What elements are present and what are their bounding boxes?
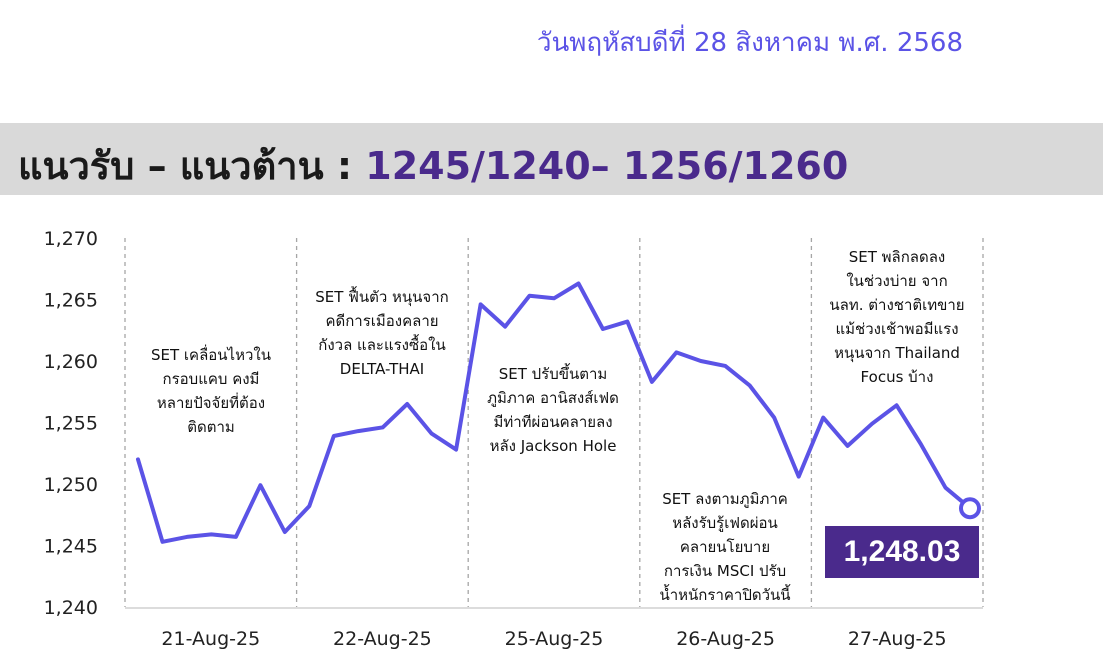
y-tick-label: 1,240: [44, 597, 98, 619]
annotation-27-aug: SET พลิกลดลง ในช่วงบ่าย จาก นลท. ต่างชาต…: [829, 248, 965, 386]
last-close-value-badge: 1,248.03: [825, 526, 979, 578]
x-tick-label: 21-Aug-25: [161, 628, 260, 650]
report-date: วันพฤหัสบดีที่ 28 สิงหาคม พ.ศ. 2568: [536, 28, 963, 58]
x-tick-label: 27-Aug-25: [848, 628, 947, 650]
annotation-22-aug: SET ฟื้นตัว หนุนจาก คดีการเมืองคลาย กังว…: [315, 288, 449, 378]
y-tick-label: 1,245: [44, 536, 98, 558]
set-index-line: [136, 281, 972, 544]
title-levels: 1245/1240– 1256/1260: [365, 144, 849, 188]
y-tick-label: 1,250: [44, 474, 98, 496]
annotation-26-aug: SET ลงตามภูมิภาค หลังรับรู้เฟดผ่อน คลายน…: [659, 490, 791, 604]
last-point-marker: [959, 497, 981, 520]
x-tick-label: 22-Aug-25: [333, 628, 432, 650]
support-resistance-banner: แนวรับ – แนวต้าน : 1245/1240– 1256/1260: [0, 123, 1103, 195]
support-resistance-title: แนวรับ – แนวต้าน : 1245/1240– 1256/1260: [18, 135, 848, 196]
y-tick-label: 1,265: [44, 290, 98, 312]
y-tick-label: 1,260: [44, 351, 98, 373]
y-tick-label: 1,255: [44, 413, 98, 435]
title-prefix: แนวรับ – แนวต้าน :: [18, 144, 366, 188]
annotation-21-aug: SET เคลื่อนไหวใน กรอบแคบ คงมี หลายปัจจัย…: [151, 346, 271, 436]
y-tick-label: 1,270: [44, 228, 98, 250]
x-tick-label: 25-Aug-25: [505, 628, 604, 650]
x-tick-label: 26-Aug-25: [676, 628, 775, 650]
annotation-25-aug: SET ปรับขึ้นตาม ภูมิภาค อานิสงส์เฟด มีท่…: [487, 365, 619, 455]
